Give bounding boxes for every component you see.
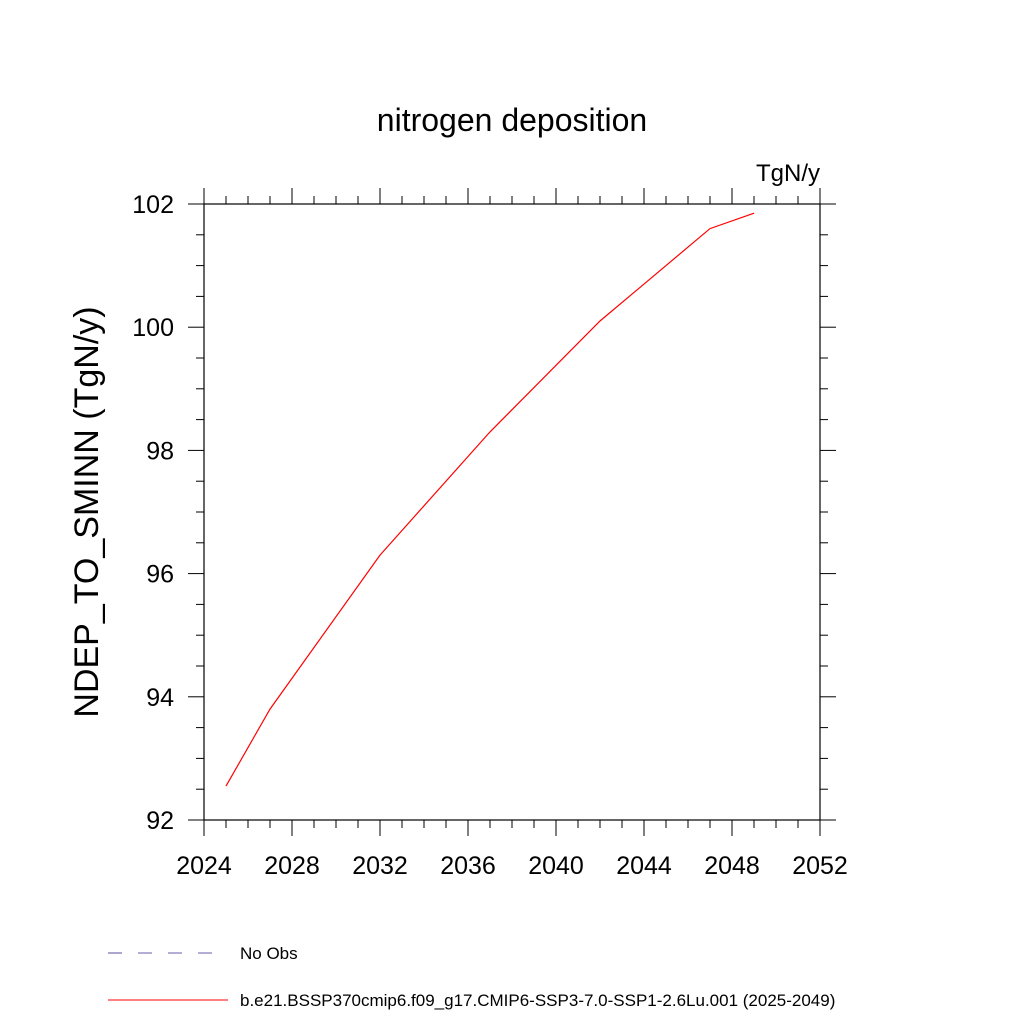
x-tick-label: 2028 (264, 852, 320, 880)
y-axis-label: NDEP_TO_SMINN (TgN/y) (68, 306, 106, 717)
x-tick-label: 2048 (704, 852, 760, 880)
x-tick-label: 2032 (352, 852, 408, 880)
y-tick-label: 96 (146, 561, 174, 589)
x-tick-label: 2024 (176, 852, 232, 880)
legend-label: No Obs (240, 944, 298, 963)
x-tick-label: 2052 (792, 852, 848, 880)
x-tick-label: 2036 (440, 852, 496, 880)
y-tick-label: 94 (146, 684, 174, 712)
chart-title: nitrogen deposition (377, 102, 647, 138)
y-tick-label: 98 (146, 437, 174, 465)
legend-label: b.e21.BSSP370cmip6.f09_g17.CMIP6-SSP3-7.… (240, 991, 835, 1010)
axes (203, 203, 821, 821)
x-tick-label: 2044 (616, 852, 672, 880)
series-layer (225, 212, 755, 787)
units-label: TgN/y (756, 160, 820, 187)
series-line (225, 212, 755, 787)
ticks: 2024 2028 2032 2036 2040 2044 2048 2052 92 94 96 98… (132, 188, 848, 880)
legend: No Obs b.e21.BSSP370cmip6.f09_g17.CMIP6-S… (108, 944, 835, 1010)
y-tick-label: 102 (132, 191, 174, 219)
y-tick-label: 100 (132, 314, 174, 342)
x-tick-label: 2040 (528, 852, 584, 880)
y-tick-label: 92 (146, 807, 174, 835)
plot-frame (203, 203, 821, 821)
